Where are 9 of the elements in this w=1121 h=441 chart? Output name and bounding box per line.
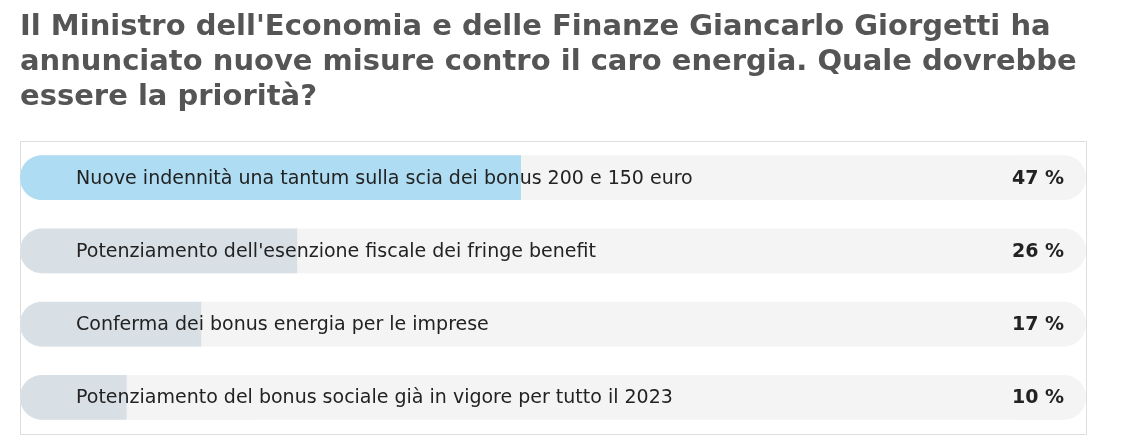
y-tick-label: Conferma dei bonus energia per le imprese [76,312,489,335]
y-tick-label: Potenziamento del bonus sociale già in vigore per tutto il 2023 [76,385,673,408]
data-label: 10 % [1011,385,1064,408]
chart-title: Il Ministro dell'Economia e delle Finanze Giancarlo Giorgetti ha annunciato nuove misure contro il caro energia. Quale dovrebbe essere la priorità? [20,8,1077,112]
data-label: 26 % [1011,238,1064,261]
data-label: 47 % [1011,165,1064,188]
y-tick-label: Nuove indennità una tantum sulla scia dei bonus 200 e 150 euro [76,165,693,188]
data-label: 17 % [1011,312,1064,335]
y-tick-label: Potenziamento dell'esenzione fiscale dei fringe benefit [76,238,596,261]
